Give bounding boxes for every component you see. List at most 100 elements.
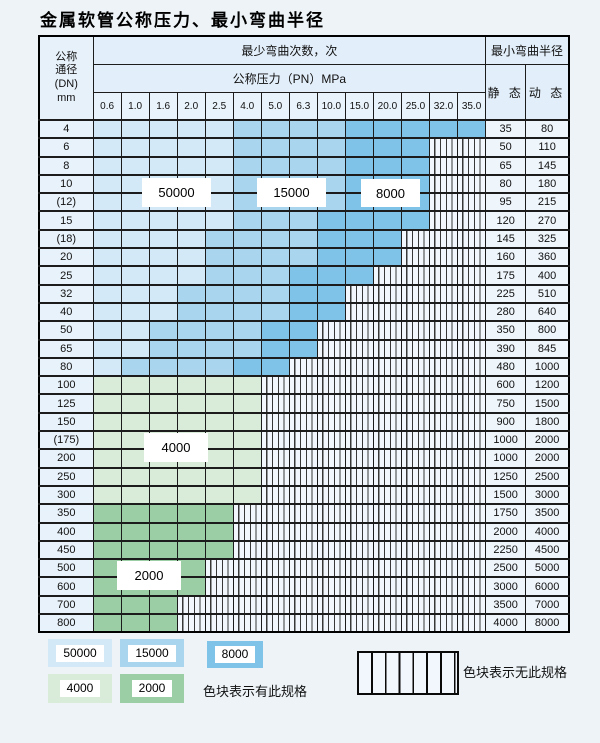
spec-cell-available-4000 (204, 485, 234, 505)
spec-cell-unavailable (400, 558, 430, 578)
spec-cell-unavailable (260, 576, 290, 597)
spec-cell-available-4000 (232, 412, 262, 432)
dynamic-radius-value: 6000 (525, 576, 570, 597)
spec-cell-unavailable (316, 448, 346, 469)
spec-cell-unavailable (428, 156, 458, 176)
spec-cell-unavailable (428, 339, 458, 359)
spec-cell-unavailable (428, 229, 458, 249)
spec-cell-available-8000 (288, 339, 318, 359)
spec-cell-available-2000 (92, 503, 122, 524)
pressure-col-6.3: 6.3 (288, 92, 318, 121)
legend-swatch-4000-label: 4000 (59, 680, 101, 697)
spec-cell-available-50000 (92, 265, 122, 286)
spec-cell-available-15000 (288, 210, 318, 231)
spec-cell-available-15000 (316, 119, 346, 139)
spec-cell-unavailable (288, 595, 318, 615)
spec-cell-unavailable (344, 576, 374, 597)
grid-label-4000: 4000 (145, 434, 207, 461)
spec-cell-available-50000 (176, 247, 206, 267)
spec-cell-unavailable (232, 613, 262, 633)
spec-cell-available-15000 (232, 137, 262, 158)
table-row-dn-400: 400 2000 4000 (38, 522, 570, 542)
static-radius-value: 750 (485, 393, 527, 414)
table-row-dn-20: 20 160 360 (38, 247, 570, 267)
spec-cell-unavailable (260, 522, 290, 542)
static-radius-value: 900 (485, 412, 527, 432)
legend-swatch-15000: 15000 (120, 639, 184, 667)
spec-cell-unavailable (428, 558, 458, 578)
spec-cell-unavailable (428, 503, 458, 524)
spec-cell-available-15000 (204, 302, 234, 322)
spec-cell-unavailable (344, 522, 374, 542)
spec-cell-available-50000 (204, 156, 234, 176)
spec-cell-available-4000 (204, 448, 234, 469)
spec-cell-available-50000 (176, 210, 206, 231)
spec-cell-unavailable (372, 375, 402, 395)
spec-cell-available-4000 (204, 467, 234, 487)
dn-label: 50 (38, 320, 94, 341)
spec-cell-unavailable (316, 558, 346, 578)
spec-cell-available-4000 (148, 485, 178, 505)
spec-cell-unavailable (372, 485, 402, 505)
spec-cell-available-2000 (92, 595, 122, 615)
spec-cell-available-4000 (232, 467, 262, 487)
table-row-dn-500: 500 2500 5000 (38, 558, 570, 578)
spec-cell-available-8000 (400, 119, 430, 139)
table-row-dn-32: 32 225 510 (38, 284, 570, 304)
dn-label: 125 (38, 393, 94, 414)
spec-cell-unavailable (456, 320, 487, 341)
pressure-col-25.0: 25.0 (400, 92, 430, 121)
spec-cell-available-2000 (204, 522, 234, 542)
spec-cell-available-50000 (92, 210, 122, 231)
spec-cell-available-15000 (260, 137, 290, 158)
spec-cell-available-8000 (344, 229, 374, 249)
spec-cell-unavailable (372, 430, 402, 450)
static-radius-value: 480 (485, 357, 527, 377)
spec-cell-unavailable (428, 430, 458, 450)
spec-cell-unavailable (428, 485, 458, 505)
spec-cell-unavailable (260, 467, 290, 487)
spec-cell-available-2000 (120, 522, 150, 542)
spec-cell-available-8000 (260, 339, 290, 359)
spec-cell-available-15000 (148, 357, 178, 377)
spec-cell-unavailable (428, 540, 458, 560)
spec-cell-unavailable (372, 613, 402, 633)
spec-cell-available-4000 (176, 393, 206, 414)
spec-cell-unavailable (372, 576, 402, 597)
bend-cycles-header: 最少弯曲次数，次 (92, 35, 487, 65)
spec-cell-unavailable (288, 393, 318, 414)
spec-cell-available-8000 (344, 247, 374, 267)
spec-cell-available-8000 (288, 265, 318, 286)
spec-cell-unavailable (400, 229, 430, 249)
spec-cell-available-2000 (92, 576, 122, 597)
spec-cell-available-15000 (232, 339, 262, 359)
corner-line-2: 通径 (55, 64, 78, 77)
spec-cell-available-8000 (456, 119, 487, 139)
spec-cell-available-8000 (344, 119, 374, 139)
table-row-dn-300: 300 1500 3000 (38, 485, 570, 505)
spec-cell-available-15000 (232, 247, 262, 267)
spec-cell-unavailable (260, 430, 290, 450)
dynamic-radius-value: 145 (525, 156, 570, 176)
spec-cell-unavailable (400, 595, 430, 615)
spec-cell-available-4000 (232, 448, 262, 469)
spec-cell-unavailable (316, 540, 346, 560)
spec-cell-available-2000 (92, 540, 122, 560)
spec-cell-available-50000 (120, 320, 150, 341)
spec-cell-available-15000 (232, 284, 262, 304)
spec-cell-unavailable (344, 558, 374, 578)
spec-cell-available-50000 (148, 210, 178, 231)
spec-cell-available-50000 (148, 265, 178, 286)
spec-cell-unavailable (400, 540, 430, 560)
table-row-dn-25: 25 175 400 (38, 265, 570, 286)
spec-cell-unavailable (400, 284, 430, 304)
spec-cell-unavailable (288, 430, 318, 450)
grid-label-50000: 50000 (143, 179, 210, 206)
dn-label: 400 (38, 522, 94, 542)
corner-header-dn: 公称 通径 (DN) mm (38, 35, 94, 121)
spec-cell-available-50000 (204, 137, 234, 158)
spec-cell-available-50000 (148, 119, 178, 139)
static-radius-value: 3500 (485, 595, 527, 615)
dynamic-radius-value: 640 (525, 302, 570, 322)
spec-cell-unavailable (344, 320, 374, 341)
